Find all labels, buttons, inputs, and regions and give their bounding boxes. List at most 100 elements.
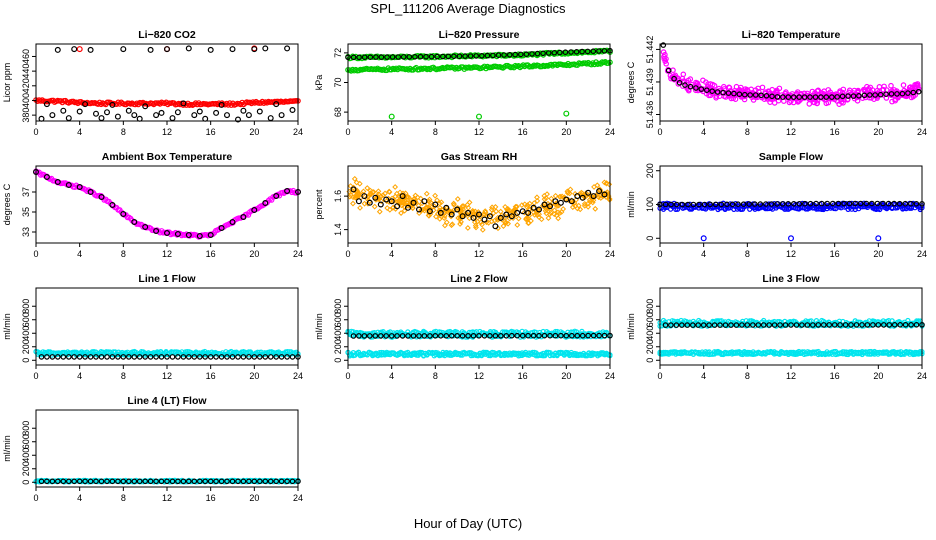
data-point <box>888 91 895 97</box>
data-point <box>423 53 429 60</box>
data-point <box>497 214 504 221</box>
data-point <box>196 232 203 239</box>
plot-area <box>346 175 613 233</box>
data-point <box>262 354 269 360</box>
data-point <box>197 354 203 360</box>
data-point <box>476 333 482 339</box>
data-point <box>267 478 274 485</box>
data-point <box>739 322 745 328</box>
x-tick-label: 16 <box>830 249 840 259</box>
y-tick-label: 380 <box>21 108 31 123</box>
data-point <box>752 201 758 207</box>
data-point <box>690 322 696 328</box>
data-point <box>515 215 522 222</box>
data-point <box>696 201 702 208</box>
data-point <box>426 208 433 215</box>
data-point <box>364 185 371 191</box>
x-tick-label: 0 <box>657 127 662 137</box>
data-point <box>815 322 822 328</box>
series-hourly <box>350 186 608 230</box>
data-point <box>448 222 455 229</box>
data-point <box>371 203 378 210</box>
data-point <box>457 214 464 220</box>
data-point <box>366 333 373 339</box>
series-hourly <box>345 47 613 61</box>
data-point <box>44 354 50 360</box>
data-point <box>60 354 67 360</box>
data-point <box>43 101 50 108</box>
data-point <box>54 46 61 53</box>
y-axis-label: degrees C <box>626 61 636 103</box>
data-point <box>109 101 116 108</box>
data-point <box>131 354 138 360</box>
data-point <box>462 53 468 59</box>
data-point <box>487 333 493 339</box>
data-point <box>825 99 832 106</box>
y-tick-label: 68 <box>333 107 343 117</box>
data-point <box>438 199 445 206</box>
y-tick-label: 51.442 <box>645 36 655 64</box>
x-tick-label: 4 <box>389 127 394 137</box>
data-point <box>54 179 61 186</box>
y-tick-label: 600 <box>645 312 655 327</box>
x-tick-label: 8 <box>121 371 126 381</box>
data-point <box>846 200 853 207</box>
data-point <box>695 322 702 328</box>
x-tick-label: 4 <box>389 249 394 259</box>
y-tick-label: 37 <box>21 187 31 197</box>
data-point <box>376 208 383 215</box>
data-point <box>807 94 813 100</box>
data-point <box>142 354 149 360</box>
data-point <box>750 322 756 328</box>
data-point <box>815 87 822 94</box>
data-point <box>361 333 368 339</box>
data-point <box>92 110 99 117</box>
data-point <box>915 88 922 95</box>
y-tick-label: 33 <box>21 227 31 237</box>
data-point <box>76 183 83 190</box>
data-point <box>569 204 576 211</box>
data-point <box>114 113 121 120</box>
data-point <box>779 201 786 207</box>
data-point <box>684 322 691 328</box>
data-point <box>759 84 766 91</box>
data-point <box>361 193 368 200</box>
data-point <box>442 222 448 229</box>
data-point <box>763 201 769 207</box>
data-point <box>547 209 554 216</box>
y-tick-label: 70 <box>333 77 343 87</box>
data-point <box>707 201 714 208</box>
data-point <box>875 235 882 242</box>
data-point <box>466 211 473 218</box>
y-tick-label: 200 <box>21 339 31 354</box>
panel-gas-stream-rh: Gas Stream RH percent 0 4 8 12 16 20 24 1.4 1.6 <box>314 151 615 259</box>
data-point <box>678 322 685 328</box>
data-point <box>594 182 601 189</box>
data-point <box>492 223 499 230</box>
data-point <box>506 215 513 222</box>
data-point <box>810 322 816 328</box>
data-point <box>758 92 764 99</box>
data-point <box>224 112 231 119</box>
data-point <box>352 194 359 201</box>
data-point <box>142 223 149 230</box>
data-point <box>693 85 699 91</box>
data-point <box>729 201 736 208</box>
data-point <box>668 201 674 208</box>
data-point <box>673 322 680 328</box>
y-tick-label: 800 <box>333 299 343 314</box>
y-tick-label: 0 <box>645 236 655 241</box>
data-point <box>384 205 391 211</box>
series-hourly <box>662 321 925 328</box>
y-tick-label: 0 <box>21 358 31 363</box>
data-point <box>573 48 580 55</box>
data-point <box>673 201 680 208</box>
data-point <box>459 333 466 339</box>
data-point <box>186 478 192 485</box>
data-point <box>465 209 472 216</box>
data-point <box>229 354 236 360</box>
data-point <box>575 202 582 209</box>
data-point <box>746 201 753 207</box>
x-tick-label: 24 <box>293 493 303 503</box>
data-point <box>700 322 707 328</box>
